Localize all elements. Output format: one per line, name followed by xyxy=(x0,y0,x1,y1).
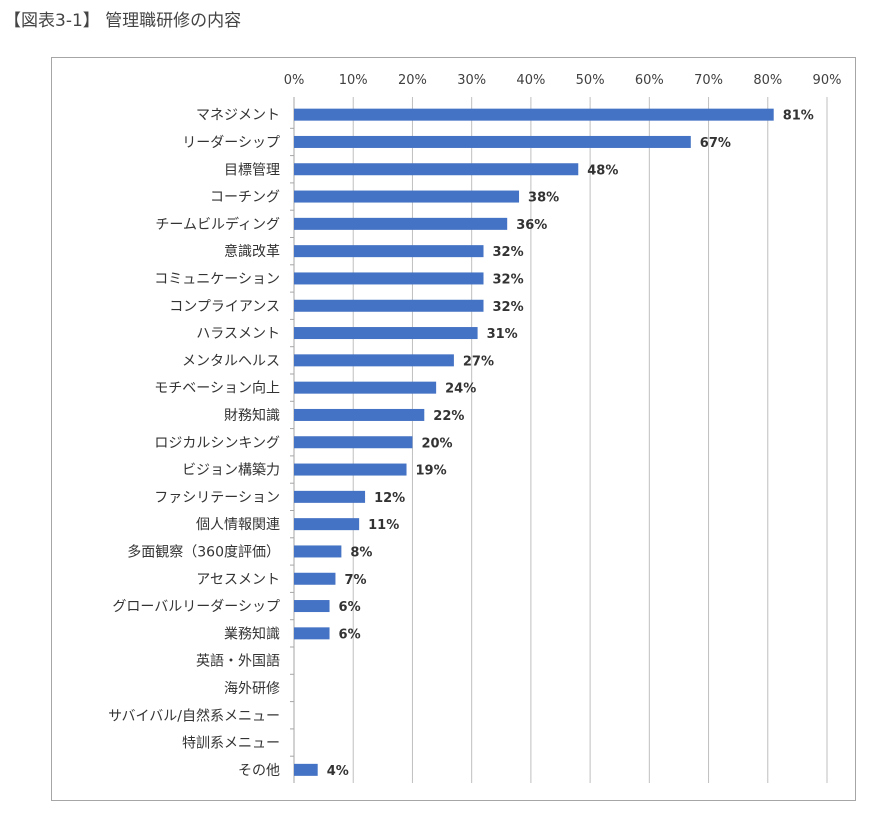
bar xyxy=(294,408,425,421)
x-tick-label: 0% xyxy=(284,73,305,88)
bar xyxy=(294,763,318,776)
category-label: その他 xyxy=(238,763,280,779)
category-label: 特訓系メニュー xyxy=(182,736,280,752)
bar xyxy=(294,272,484,285)
category-label: リーダーシップ xyxy=(182,135,280,151)
data-label: 31% xyxy=(487,327,518,342)
data-label: 81% xyxy=(783,109,814,124)
data-label: 12% xyxy=(374,491,405,506)
bar xyxy=(294,627,330,640)
chart-frame xyxy=(51,57,856,801)
bar xyxy=(294,190,520,203)
data-label: 7% xyxy=(344,573,366,588)
category-label: モチベーション向上 xyxy=(154,381,280,397)
bar xyxy=(294,245,484,258)
bar xyxy=(294,135,691,148)
x-tick-label: 70% xyxy=(694,73,723,88)
x-tick-label: 90% xyxy=(813,73,842,88)
category-label: 多面観察（360度評価） xyxy=(127,543,280,560)
bar xyxy=(294,327,478,340)
bar xyxy=(294,354,454,367)
bar xyxy=(294,490,366,503)
bar xyxy=(294,381,437,394)
bar xyxy=(294,600,330,613)
page-title: 【図表3-1】 管理職研修の内容 xyxy=(4,11,242,31)
category-label: アセスメント xyxy=(196,572,280,588)
bar xyxy=(294,545,342,558)
data-label: 67% xyxy=(700,136,731,151)
data-label: 6% xyxy=(339,600,361,615)
x-tick-label: 50% xyxy=(576,73,605,88)
x-tick-label: 10% xyxy=(339,73,368,88)
category-label: グローバルリーダーシップ xyxy=(112,599,280,615)
category-label: ハラスメント xyxy=(196,326,280,342)
data-label: 4% xyxy=(327,764,349,779)
x-tick-label: 30% xyxy=(457,73,486,88)
category-label: サバイバル/自然系メニュー xyxy=(108,707,280,724)
category-label: コミュニケーション xyxy=(154,271,280,287)
x-tick-label: 60% xyxy=(635,73,664,88)
data-label: 20% xyxy=(421,436,452,451)
bar xyxy=(294,436,413,449)
data-label: 22% xyxy=(433,409,464,424)
bar xyxy=(294,108,774,121)
data-label: 48% xyxy=(587,163,618,178)
bar xyxy=(294,518,360,531)
category-label: 海外研修 xyxy=(224,681,280,697)
x-tick-label: 20% xyxy=(398,73,427,88)
category-label: チームビルディング xyxy=(155,216,280,233)
x-tick-label: 40% xyxy=(516,73,545,88)
category-label: 個人情報関連 xyxy=(196,517,280,533)
category-label: 業務知識 xyxy=(224,625,280,642)
bar xyxy=(294,299,484,312)
category-label: 財務知識 xyxy=(224,407,280,424)
data-label: 38% xyxy=(528,191,559,206)
data-label: 6% xyxy=(339,627,361,642)
category-label: 意識改革 xyxy=(224,243,280,260)
bar xyxy=(294,463,407,476)
category-label: ビジョン構築力 xyxy=(182,463,280,479)
data-label: 32% xyxy=(493,245,524,260)
category-label: メンタルヘルス xyxy=(182,353,280,369)
data-label: 32% xyxy=(493,300,524,315)
category-label: 目標管理 xyxy=(224,162,280,178)
bar xyxy=(294,163,579,176)
category-label: 英語・外国語 xyxy=(196,653,280,670)
category-label: コンプライアンス xyxy=(169,299,280,315)
data-label: 24% xyxy=(445,382,476,397)
bar xyxy=(294,217,508,230)
category-label: マネジメント xyxy=(196,108,280,124)
data-label: 8% xyxy=(350,545,372,560)
data-label: 19% xyxy=(416,464,447,479)
x-tick-label: 80% xyxy=(753,73,782,88)
category-label: コーチング xyxy=(210,190,280,206)
data-label: 32% xyxy=(493,272,524,287)
category-label: ファシリテーション xyxy=(154,490,280,506)
data-label: 27% xyxy=(463,354,494,369)
bar xyxy=(294,572,336,585)
category-label: ロジカルシンキング xyxy=(154,435,280,451)
data-label: 11% xyxy=(368,518,399,533)
data-label: 36% xyxy=(516,218,547,233)
